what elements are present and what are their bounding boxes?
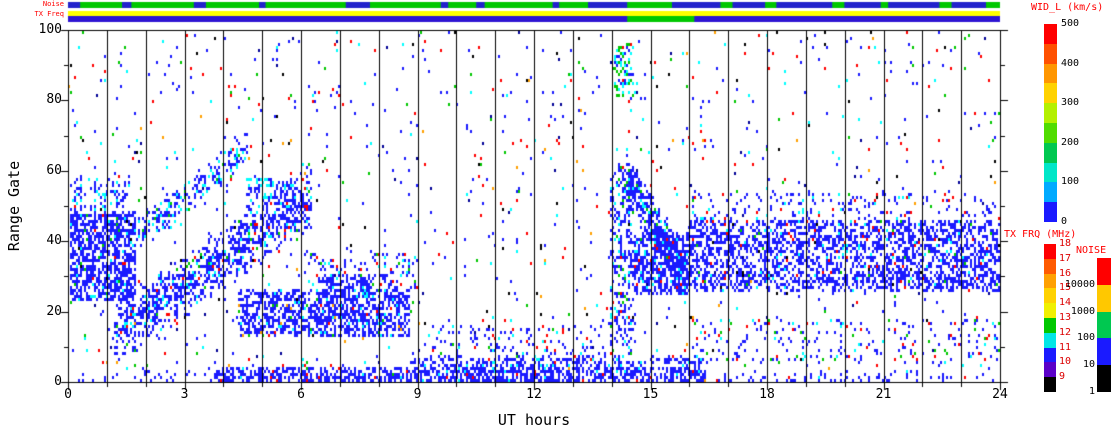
- txfrq-colorbar-segment: [1044, 347, 1056, 363]
- txfrq-colorbar-segment: [1044, 318, 1056, 333]
- noise-colorbar-segment: [1097, 284, 1111, 312]
- txfrq-colorbar-segment: [1044, 273, 1056, 289]
- txfrq-tick-label: 18: [1059, 238, 1072, 249]
- noise-colorbar-title: NOISE: [1076, 245, 1107, 256]
- x-tick-label: 18: [759, 387, 775, 402]
- noise-tick-label: 10000: [1064, 278, 1095, 290]
- txfreq-strip-label: TX Freq: [34, 10, 64, 18]
- y-tick-label: 80: [46, 92, 62, 108]
- txfrq-tick-label: 10: [1059, 356, 1072, 368]
- noise-colorbar-segment: [1097, 311, 1111, 339]
- y-tick-label: 100: [38, 22, 62, 37]
- txfrq-colorbar-segment: [1044, 288, 1056, 304]
- noise-strip-label: Noise: [42, 0, 64, 8]
- noise-colorbar-segment: [1097, 258, 1111, 285]
- y-axis-title: Range Gate: [5, 160, 23, 252]
- wid-colorbar-segment: [1044, 182, 1057, 203]
- noise-colorbar-segment: [1097, 365, 1111, 393]
- x-tick-label: 12: [526, 387, 542, 402]
- txfrq-colorbar-segment: [1044, 303, 1056, 319]
- noise-tick-label: 10: [1082, 359, 1095, 371]
- wid-colorbar-segment: [1044, 162, 1057, 183]
- noise-tick-label: 100: [1076, 332, 1095, 344]
- x-tick-label: 15: [642, 387, 659, 402]
- x-tick-label: 24: [992, 387, 1008, 402]
- txfrq-tick-label: 12: [1059, 326, 1072, 338]
- wid-tick-label: 400: [1061, 57, 1080, 69]
- x-tick-label: 0: [64, 387, 72, 402]
- noise-tick-label: 1: [1088, 386, 1095, 397]
- x-axis-title: UT hours: [497, 411, 571, 429]
- wid-tick-label: 0: [1061, 216, 1068, 227]
- txfrq-tick-label: 11: [1059, 341, 1072, 353]
- txfrq-colorbar-segment: [1044, 362, 1056, 378]
- x-tick-label: 21: [875, 387, 892, 402]
- y-tick-label: 60: [46, 162, 62, 178]
- x-tick-label: 6: [297, 387, 305, 402]
- noise-tick-label: 1000: [1070, 305, 1095, 317]
- txfrq-tick-label: 17: [1059, 252, 1072, 264]
- wid-colorbar-segment: [1044, 202, 1057, 223]
- txfrq-colorbar-segment: [1044, 258, 1056, 274]
- txfrq-tick-label: 9: [1059, 371, 1066, 383]
- y-tick-label: 20: [46, 303, 62, 319]
- wid-colorbar-segment: [1044, 43, 1057, 64]
- txfrq-tick-label: 13: [1059, 312, 1072, 323]
- txfrq-tick-label: 15: [1059, 282, 1072, 294]
- noise-colorbar-segment: [1097, 338, 1111, 366]
- txfrq-colorbar-segment: [1044, 377, 1056, 393]
- txfrq-colorbar-segment: [1044, 244, 1056, 259]
- x-tick-label: 9: [413, 387, 422, 402]
- wid-colorbar-segment: [1044, 123, 1057, 143]
- txfrq-tick-label: 16: [1059, 267, 1072, 279]
- wid-tick-label: 200: [1061, 136, 1080, 148]
- txfrq-tick-label: 14: [1059, 297, 1072, 309]
- txfrq-colorbar-title: TX FRQ (MHz): [1004, 229, 1077, 240]
- wid-colorbar-title: WID_L (km/s): [1031, 2, 1104, 13]
- wid-colorbar-segment: [1044, 142, 1057, 163]
- txfrq-colorbar-segment: [1044, 332, 1056, 348]
- y-tick-label: 0: [54, 374, 62, 389]
- wid-colorbar-segment: [1044, 63, 1057, 84]
- wid-tick-label: 500: [1061, 18, 1080, 29]
- x-tick-label: 3: [180, 387, 189, 402]
- wid-colorbar-segment: [1044, 24, 1057, 44]
- y-tick-label: 40: [46, 233, 62, 249]
- wid-colorbar-segment: [1044, 83, 1057, 104]
- wid-tick-label: 300: [1061, 97, 1080, 109]
- wid-colorbar-segment: [1044, 103, 1057, 124]
- wid-tick-label: 100: [1061, 176, 1080, 188]
